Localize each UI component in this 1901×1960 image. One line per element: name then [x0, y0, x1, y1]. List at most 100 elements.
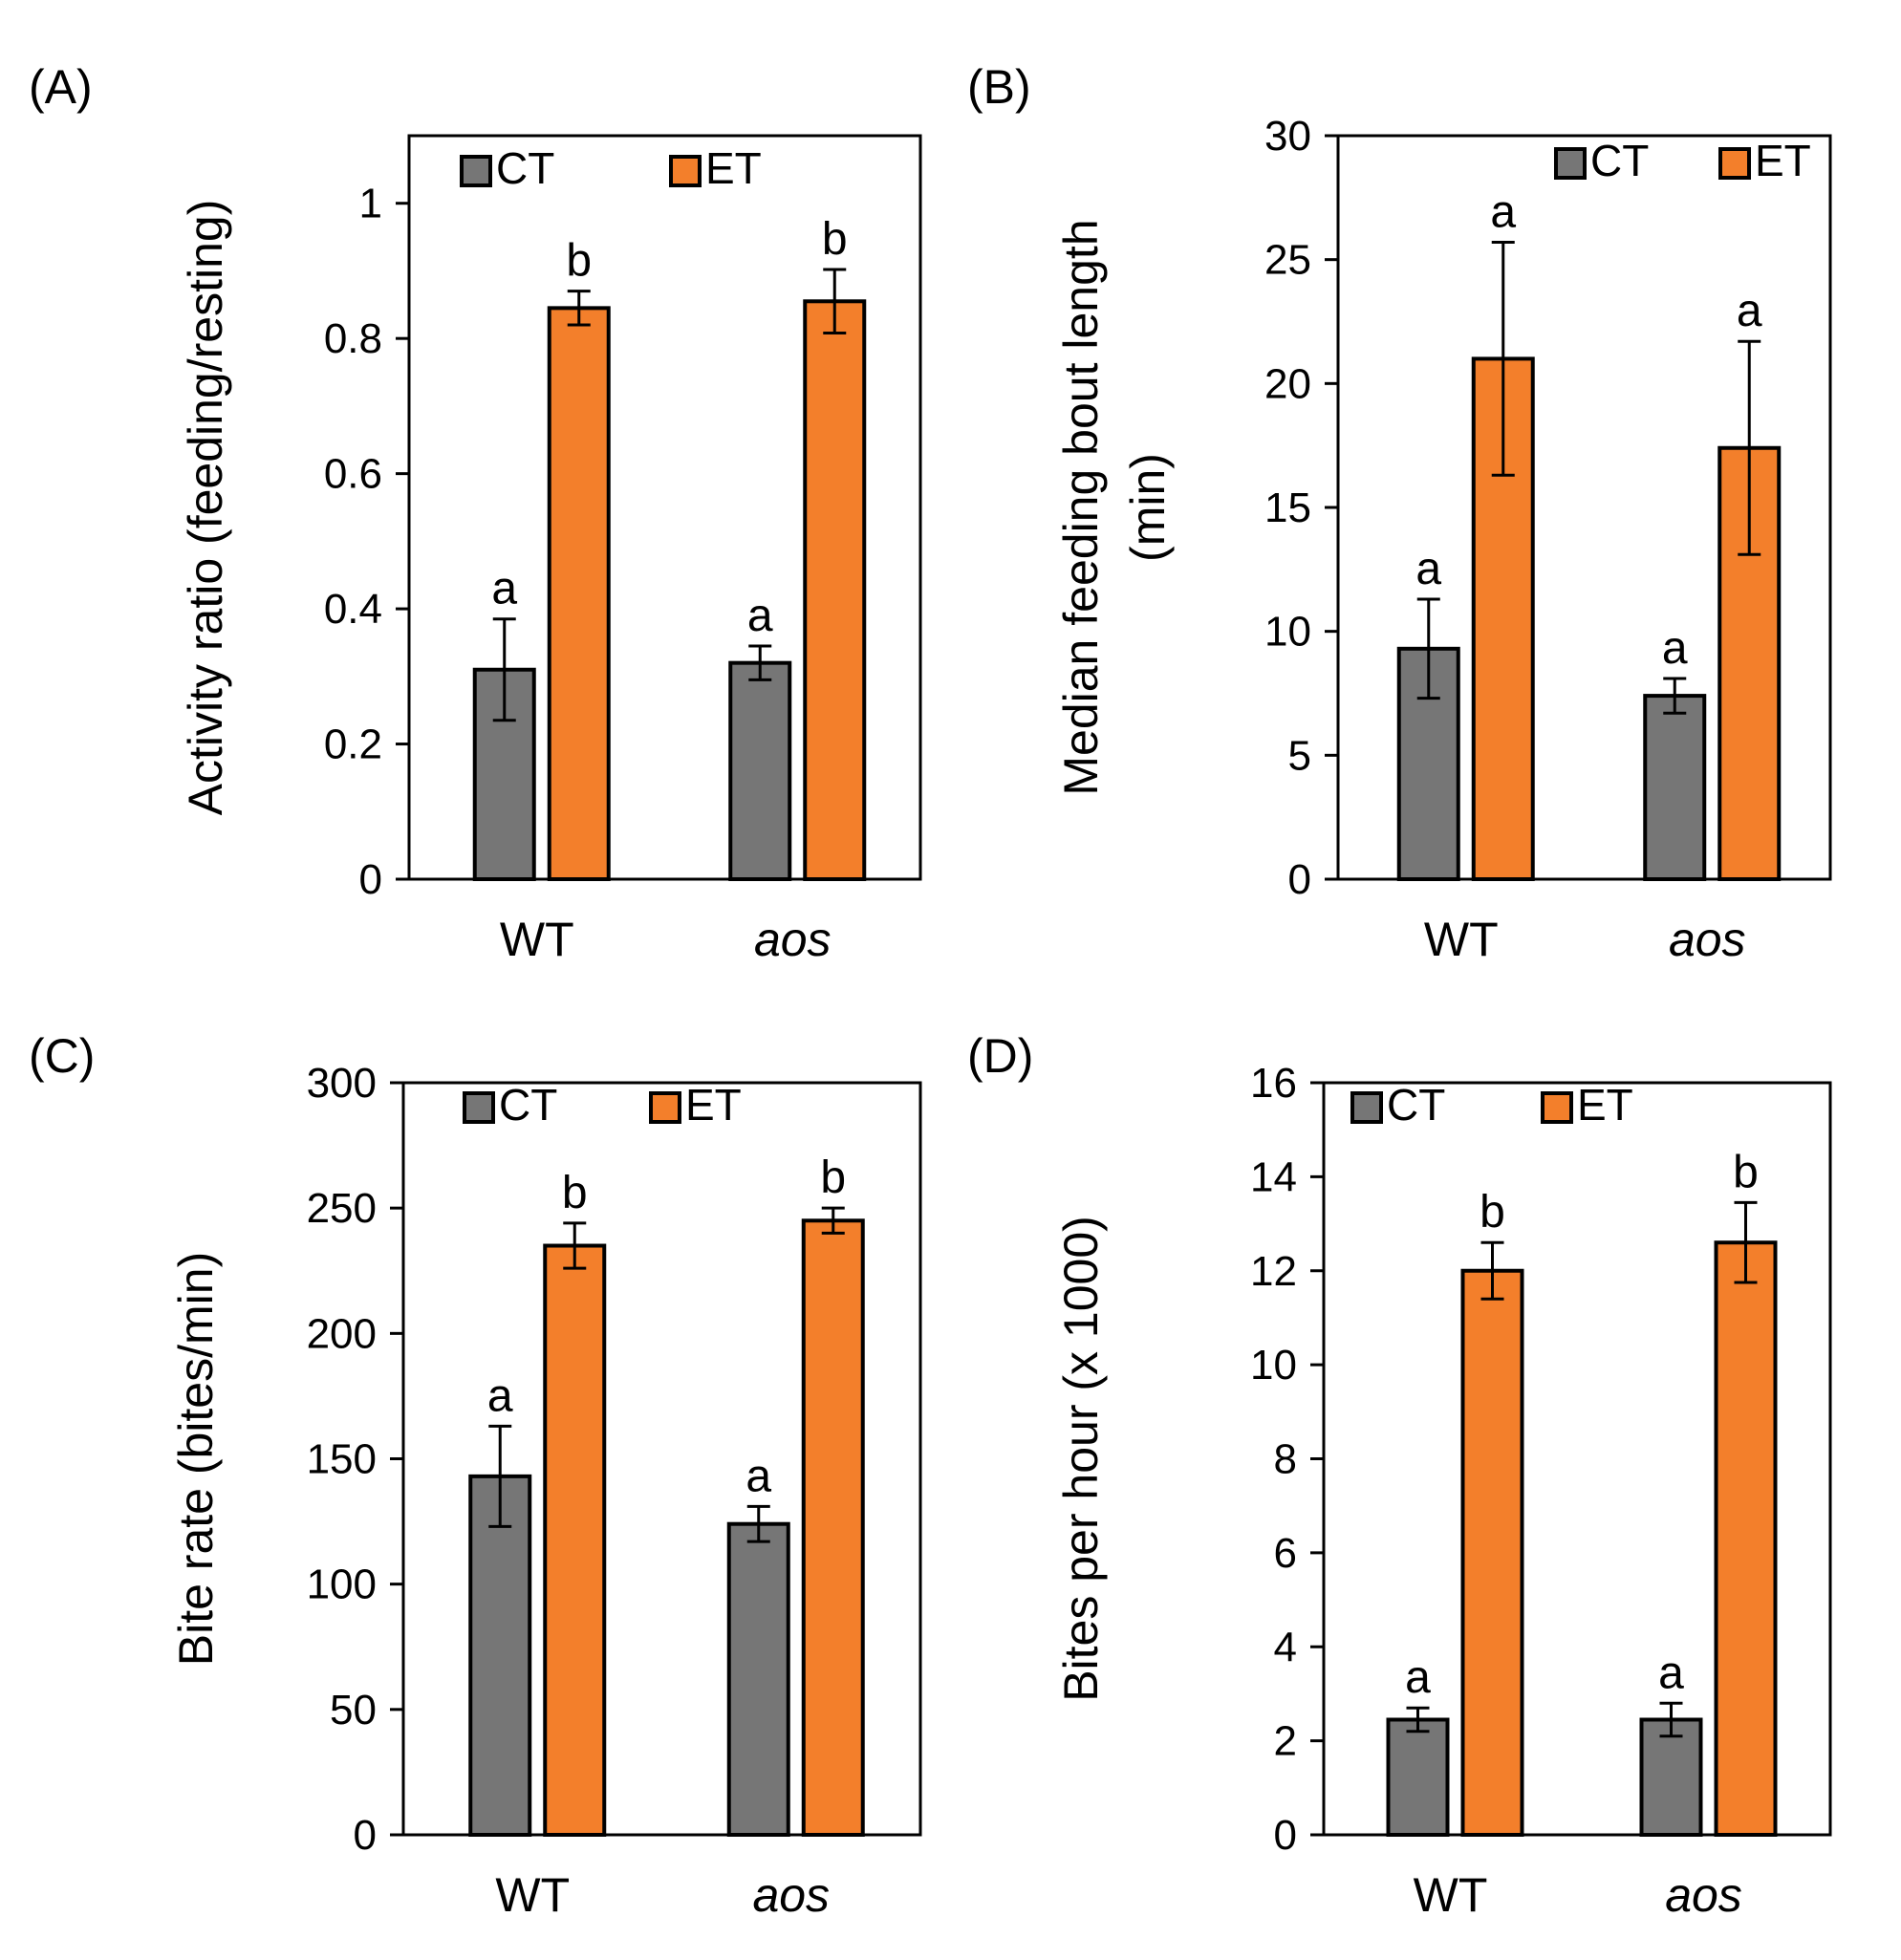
y-tick-label: 150 [307, 1436, 377, 1483]
y-tick-label: 200 [307, 1310, 377, 1357]
y-axis-title: Bite rate (bites/min) [169, 1252, 223, 1666]
legend-swatch-ct [460, 155, 492, 187]
significance-letter: b [820, 1152, 846, 1203]
panel-b: (B) 0 5 10 15 20 25 30 Median feeding bout leng… [967, 60, 1832, 966]
legend-swatch-ct [1554, 147, 1587, 180]
y-axis-title: Bites per hour (x 1000) [1054, 1216, 1108, 1702]
y-tick-label: 14 [1250, 1153, 1297, 1200]
bar-ct [1639, 1717, 1703, 1837]
legend-swatch-ct [1350, 1091, 1383, 1124]
y-tick-label: 8 [1274, 1436, 1297, 1483]
bar-ct [1643, 694, 1707, 881]
y-axis-title: Median feeding bout length [1054, 219, 1108, 795]
panel-a: (A) 0 0.2 0.4 0.6 0.8 1 Activity ratio (feedin… [29, 60, 922, 966]
bar-et [801, 1218, 865, 1837]
significance-letter: a [1658, 1648, 1684, 1698]
significance-letter: a [1405, 1652, 1431, 1703]
y-tick-label: 0 [359, 856, 382, 903]
bar-et [543, 1243, 607, 1838]
panel-label-a: (A) [29, 60, 93, 114]
plot-frame [407, 134, 922, 881]
significance-letter: a [1662, 623, 1688, 674]
y-tick-label: 16 [1250, 1060, 1297, 1107]
significance-letter: a [487, 1370, 513, 1421]
y-tick-label: 4 [1274, 1624, 1297, 1670]
panel-c-plot: 0 50 100 150 200 250 300 Bite rate (bites/min) W… [169, 1060, 922, 1922]
x-category-label: WT [500, 913, 574, 966]
x-category-label: aos [1665, 1868, 1742, 1922]
significance-letter: a [491, 564, 517, 614]
y-axis-title: Activity ratio (feeding/resting) [179, 200, 232, 816]
panel-label-d: (D) [967, 1029, 1033, 1083]
y-axis-title-line2: (min) [1121, 453, 1175, 562]
y-tick-label: 1 [359, 181, 382, 227]
bar-ct [468, 1474, 532, 1837]
panel-d-plot: 0 2 4 6 8 10 12 14 16 Bites per hour (x 1000) WT ao… [1054, 1060, 1832, 1922]
significance-letter: a [1490, 187, 1516, 238]
significance-letter: b [822, 214, 848, 265]
y-tick-label: 0.6 [324, 451, 382, 498]
x-category-label: WT [1414, 1868, 1488, 1922]
legend-swatch-ct [463, 1091, 495, 1124]
y-tick-label: 12 [1250, 1248, 1297, 1295]
x-category-label: aos [1669, 913, 1746, 966]
significance-letter: a [745, 1451, 771, 1501]
bar-et [1460, 1268, 1524, 1837]
significance-letter: a [1415, 544, 1441, 594]
y-tick-label: 50 [330, 1687, 377, 1734]
y-tick-label: 25 [1264, 237, 1311, 284]
significance-letter: b [566, 236, 592, 287]
y-tick-label: 5 [1288, 732, 1311, 779]
panel-label-c: (C) [29, 1029, 95, 1083]
legend-swatch-et [669, 155, 702, 187]
y-tick-label: 0.4 [324, 586, 382, 633]
x-category-label: WT [1424, 913, 1499, 966]
x-category-label: aos [754, 913, 832, 966]
y-tick-label: 6 [1274, 1530, 1297, 1577]
panel-c: (C) 0 50 100 150 200 250 300 Bite rate (bites/m… [29, 1029, 922, 1922]
bar-ct [726, 1521, 790, 1837]
panel-label-b: (B) [967, 60, 1031, 114]
y-tick-label: 20 [1264, 360, 1311, 407]
panel-d: (D) 0 2 4 6 8 10 12 14 16 Bites per hour (x 1000)… [967, 1029, 1832, 1922]
significance-letter: b [1480, 1187, 1505, 1238]
significance-letter: a [747, 591, 773, 641]
bar-ct [728, 660, 792, 881]
x-category-label: aos [752, 1868, 830, 1922]
y-tick-label: 0 [354, 1812, 377, 1859]
legend-label-ct: CT [1590, 136, 1649, 185]
legend-label-ct: CT [1387, 1080, 1445, 1130]
legend-swatch-et [1541, 1091, 1573, 1124]
significance-letter: b [1733, 1147, 1759, 1197]
y-tick-label: 2 [1274, 1718, 1297, 1765]
y-tick-label: 250 [307, 1185, 377, 1232]
y-tick-label: 0.8 [324, 315, 382, 362]
y-tick-label: 0.2 [324, 722, 382, 768]
legend-swatch-et [1718, 147, 1751, 180]
panel-a-plot: 0 0.2 0.4 0.6 0.8 1 Activity ratio (feeding/re… [179, 134, 922, 966]
legend-label-et: ET [685, 1080, 742, 1130]
legend-label-ct: CT [499, 1080, 557, 1130]
bar-ct [1386, 1717, 1450, 1837]
legend-label-et: ET [1577, 1080, 1633, 1130]
significance-letter: b [562, 1168, 588, 1218]
legend-swatch-et [649, 1091, 681, 1124]
bar-et [1714, 1240, 1778, 1838]
y-tick-label: 10 [1264, 609, 1311, 656]
bar-et [803, 299, 867, 882]
y-tick-label: 30 [1264, 113, 1311, 160]
y-tick-label: 0 [1288, 856, 1311, 903]
x-category-label: WT [495, 1868, 570, 1922]
y-tick-label: 10 [1250, 1342, 1297, 1389]
legend-label-et: ET [1755, 136, 1811, 185]
y-tick-label: 0 [1274, 1812, 1297, 1859]
y-tick-label: 15 [1264, 485, 1311, 531]
significance-letter: a [1737, 286, 1762, 336]
legend-label-et: ET [705, 143, 762, 193]
y-tick-label: 300 [307, 1060, 377, 1107]
legend-label-ct: CT [496, 143, 554, 193]
y-tick-label: 100 [307, 1562, 377, 1608]
panel-b-plot: 0 5 10 15 20 25 30 Median feeding bout length (m… [1054, 113, 1832, 966]
bar-et [547, 306, 611, 881]
